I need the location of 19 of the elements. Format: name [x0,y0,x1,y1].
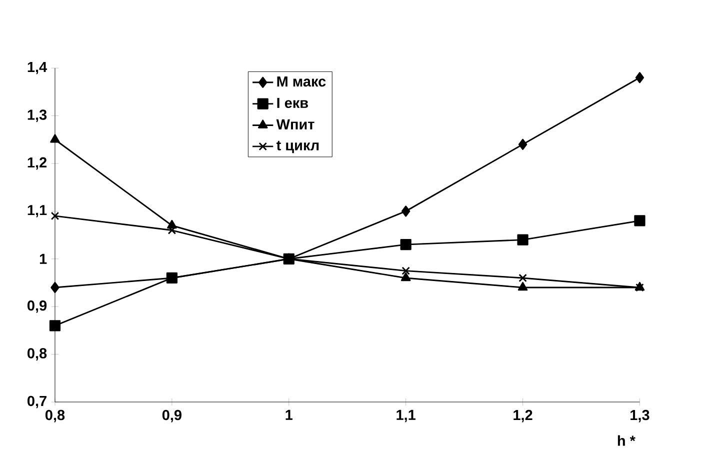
x-tick-label: 1,3 [630,410,650,422]
legend-label: Wпит [276,119,314,130]
legend-label: M макс [277,76,326,86]
x-tick-label: 1,1 [396,410,416,422]
y-tick-label: 1,1 [28,204,47,218]
y-tick-label: 1,4 [28,62,48,74]
legend-label: I екв [277,98,308,108]
x-tick-label: 0,9 [162,410,182,422]
x-tick-label: 0,8 [45,410,65,422]
y-tick-label: 0,7 [28,396,46,408]
y-tick-label: 0,9 [28,300,47,313]
x-axis-title: h * [618,435,636,446]
y-tick-label: 1 [40,254,47,264]
y-tick-label: 0,8 [28,348,47,360]
y-tick-label: 1,3 [28,109,47,122]
x-tick-label: 1 [286,410,293,420]
x-tick-label: 1,2 [514,410,532,422]
legend-label: t цикл [276,140,319,154]
y-tick-label: 1,2 [28,157,47,170]
